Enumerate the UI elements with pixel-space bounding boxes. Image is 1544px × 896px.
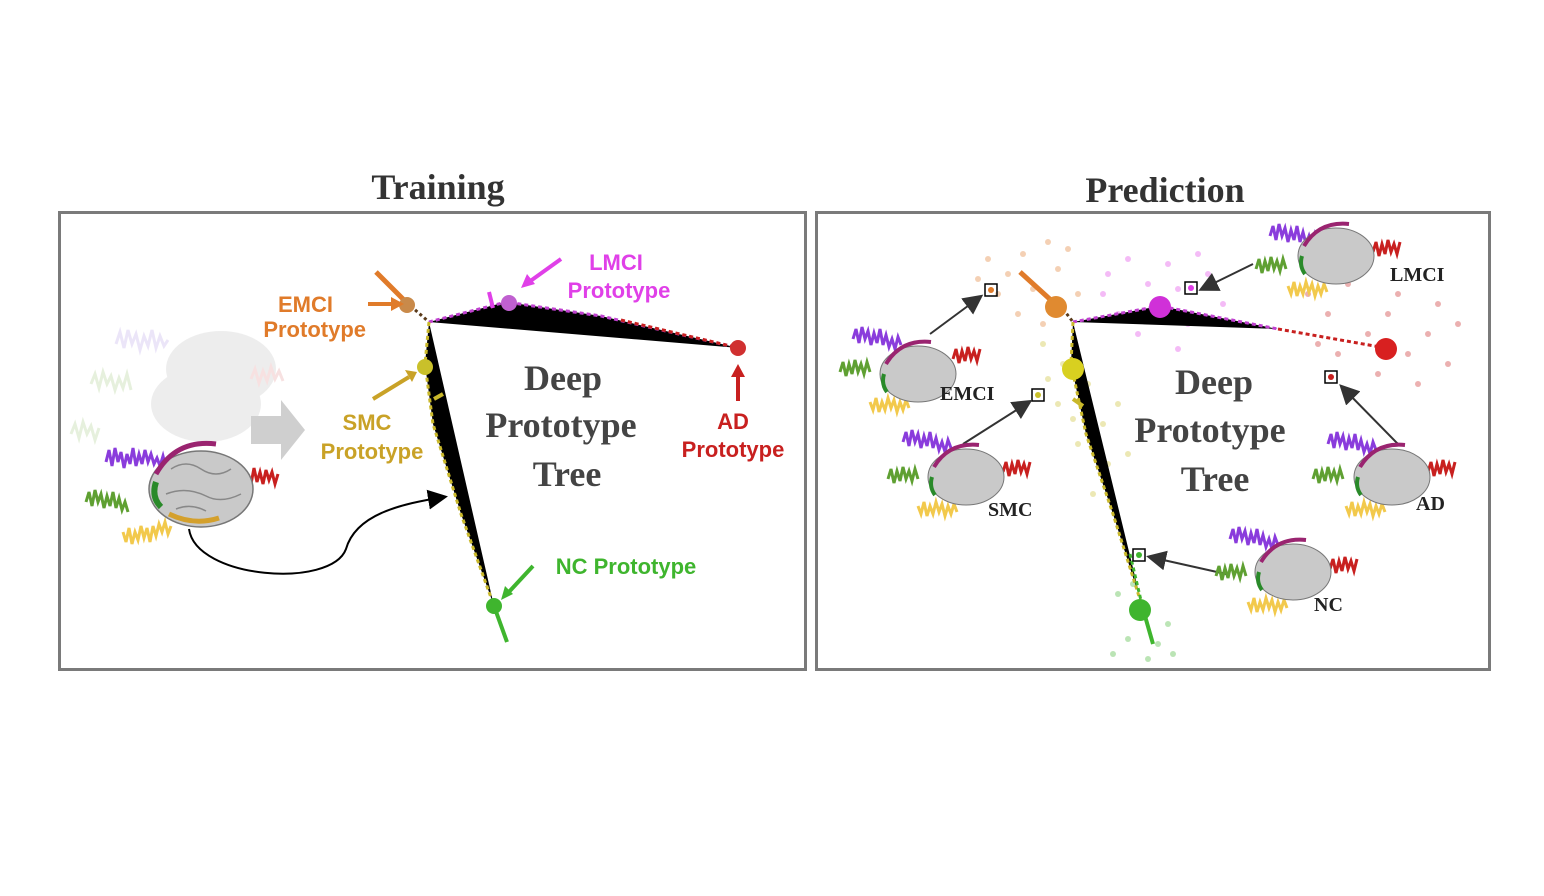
tree-label-line1: Deep	[524, 358, 602, 398]
emci-label: EMCI	[278, 292, 333, 317]
emci-node	[1045, 296, 1067, 318]
tree-label-line1: Deep	[1175, 362, 1253, 402]
tree-label-line3: Tree	[533, 454, 602, 494]
lmci-query-arrow	[1198, 263, 1254, 291]
smc-query-arrow	[962, 399, 1033, 445]
brain-image	[148, 450, 254, 528]
emci-node	[399, 297, 415, 313]
lmci-label: LMCI	[1390, 264, 1445, 286]
tree-label-line2: Prototype	[485, 405, 636, 445]
purple-signal-wave	[104, 447, 168, 471]
nc-node	[1129, 599, 1151, 621]
embedding-arrow	[188, 489, 448, 575]
smc-arrow	[371, 375, 411, 401]
nc-brain	[1214, 525, 1359, 618]
smc-node	[417, 359, 433, 375]
tree-label-line3: Tree	[1181, 459, 1250, 499]
training-title: Training	[371, 167, 505, 207]
lmci-label: LMCI	[589, 250, 643, 275]
ad-label-line2: Prototype	[682, 437, 785, 462]
lmci-node	[501, 295, 517, 311]
lmci-node	[1149, 296, 1171, 318]
prediction-panel: EMCI SMC LMCI AD NC Deep Prototype Tree	[815, 211, 1491, 671]
smc-label-line2: Prototype	[321, 439, 424, 464]
tree-label-line2: Prototype	[1134, 410, 1285, 450]
ad-brain	[1311, 430, 1457, 522]
nc-label: NC Prototype	[556, 554, 697, 579]
ad-label: AD	[717, 409, 749, 434]
smc-label: SMC	[988, 499, 1032, 521]
nc-node	[486, 598, 502, 614]
grey-forward-arrow	[251, 400, 305, 460]
nc-arrow	[505, 564, 535, 596]
emci-brain	[838, 325, 982, 418]
emci-label-line2: Prototype	[263, 317, 366, 342]
prototype-tree-prediction	[1018, 270, 1397, 645]
input-brain-signals	[84, 440, 280, 546]
ad-label: AD	[1416, 493, 1445, 515]
smc-brain	[886, 428, 1032, 522]
smc-node	[1062, 358, 1084, 380]
prototype-tree	[374, 270, 746, 643]
nc-query-arrow	[1146, 550, 1227, 575]
lmci-label-line2: Prototype	[568, 278, 671, 303]
training-diagram: EMCI Prototype LMCI Prototype SMC Protot…	[69, 250, 785, 643]
lmci-brain	[1254, 221, 1402, 302]
prediction-diagram: EMCI SMC LMCI AD NC Deep Prototype Tree	[838, 221, 1461, 662]
emci-label: EMCI	[940, 383, 995, 405]
nc-label: NC	[1314, 594, 1343, 616]
faded-brain-stack	[69, 326, 285, 446]
prediction-title: Prediction	[1085, 170, 1245, 210]
ad-node	[730, 340, 746, 356]
training-panel: EMCI Prototype LMCI Prototype SMC Protot…	[58, 211, 807, 671]
lmci-arrow	[527, 257, 563, 284]
query-markers	[984, 281, 1338, 562]
smc-label: SMC	[343, 410, 392, 435]
ad-query-arrow	[1339, 384, 1399, 445]
emci-query-arrow	[929, 294, 984, 335]
ad-node	[1375, 338, 1397, 360]
yellow-signal-wave	[121, 516, 173, 546]
green-signal-wave	[84, 488, 130, 516]
